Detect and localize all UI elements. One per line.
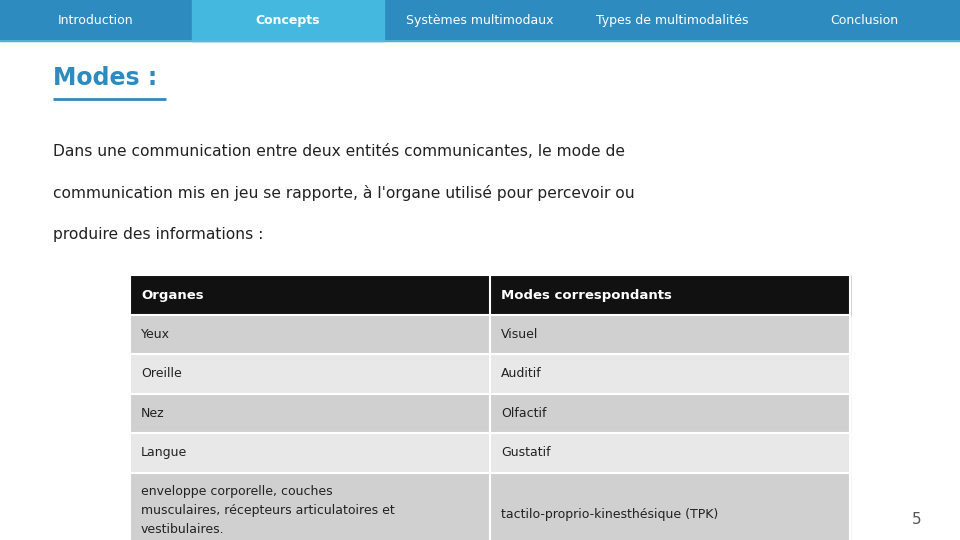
Text: Types de multimodalités: Types de multimodalités bbox=[596, 14, 748, 27]
Text: Olfactif: Olfactif bbox=[501, 407, 546, 420]
Text: Gustatif: Gustatif bbox=[501, 446, 551, 460]
Text: Langue: Langue bbox=[141, 446, 187, 460]
Text: Concepts: Concepts bbox=[255, 14, 321, 27]
Text: Yeux: Yeux bbox=[141, 328, 170, 341]
Text: 5: 5 bbox=[912, 512, 922, 527]
Text: Conclusion: Conclusion bbox=[830, 14, 898, 27]
Text: Modes :: Modes : bbox=[53, 66, 157, 90]
Text: Visuel: Visuel bbox=[501, 328, 539, 341]
Text: Introduction: Introduction bbox=[59, 14, 133, 27]
Bar bbox=[130, 354, 850, 394]
Bar bbox=[130, 472, 850, 540]
Text: tactilo-proprio-kinesthésique (TPK): tactilo-proprio-kinesthésique (TPK) bbox=[501, 508, 718, 521]
Text: produire des informations :: produire des informations : bbox=[53, 227, 263, 242]
Text: Dans une communication entre deux entités communicantes, le mode de: Dans une communication entre deux entité… bbox=[53, 144, 625, 159]
Bar bbox=[130, 315, 850, 354]
Text: enveloppe corporelle, couches
musculaires, récepteurs articulatoires et
vestibul: enveloppe corporelle, couches musculaire… bbox=[141, 485, 395, 536]
Bar bbox=[130, 275, 850, 315]
Text: Oreille: Oreille bbox=[141, 367, 181, 381]
Bar bbox=[0, 0, 960, 40]
Text: Auditif: Auditif bbox=[501, 367, 541, 381]
Text: Nez: Nez bbox=[141, 407, 165, 420]
Text: Organes: Organes bbox=[141, 288, 204, 302]
Bar bbox=[130, 394, 850, 433]
Text: Modes correspondants: Modes correspondants bbox=[501, 288, 672, 302]
Text: Systèmes multimodaux: Systèmes multimodaux bbox=[406, 14, 554, 27]
Text: communication mis en jeu se rapporte, à l'organe utilisé pour percevoir ou: communication mis en jeu se rapporte, à … bbox=[53, 185, 635, 201]
Bar bbox=[130, 433, 850, 472]
Bar bbox=[192, 0, 384, 40]
